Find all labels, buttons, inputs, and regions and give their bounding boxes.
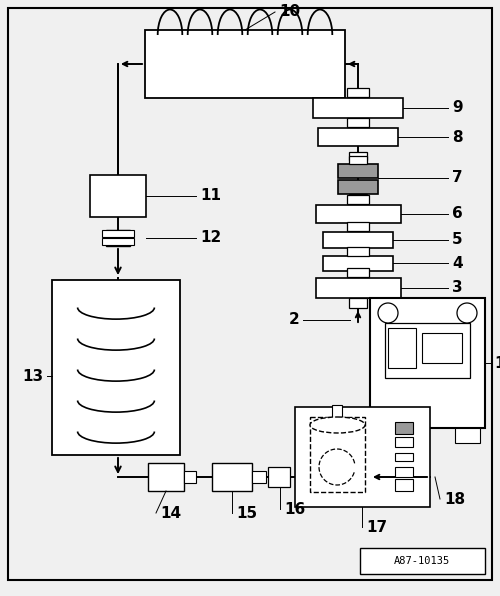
Bar [338,164,378,178]
Bar [332,405,342,417]
Bar [148,463,184,491]
Bar [102,238,134,245]
Text: 2: 2 [288,312,299,327]
Bar [347,268,369,277]
Bar [106,230,130,246]
Text: 3: 3 [452,281,462,296]
Circle shape [457,303,477,323]
Bar [347,195,369,204]
Bar [375,428,400,443]
Bar [52,280,180,455]
Text: 8: 8 [452,129,462,144]
Text: 14: 14 [160,505,181,520]
Bar [422,333,462,363]
Text: 1: 1 [494,355,500,371]
Text: 4: 4 [452,256,462,271]
Bar [455,428,480,443]
Text: 9: 9 [452,101,462,116]
Bar [316,205,401,223]
Bar [347,88,369,97]
Text: 13: 13 [22,369,43,384]
Text: 12: 12 [200,231,221,246]
Text: 17: 17 [366,520,387,535]
Bar [349,194,367,202]
Bar [316,278,401,298]
Bar [370,298,485,428]
Circle shape [378,303,398,323]
Bar [313,98,403,118]
Text: 18: 18 [444,492,465,507]
Bar [323,256,393,271]
Bar [360,548,485,574]
Bar [388,328,416,368]
Bar [395,437,413,447]
Ellipse shape [310,417,365,433]
Bar [349,152,367,160]
Bar [318,128,398,146]
Bar [347,222,369,231]
Text: A87-10135: A87-10135 [394,556,450,566]
Bar [252,471,266,483]
Bar [90,175,146,217]
Bar [395,422,413,434]
Bar [347,118,369,127]
Text: 10: 10 [279,5,300,20]
Text: 5: 5 [452,232,462,247]
Bar [347,247,369,256]
Bar [349,298,367,308]
Bar [268,467,290,487]
Bar [184,471,196,483]
Text: 15: 15 [236,505,257,520]
Bar [395,453,413,461]
Text: 6: 6 [452,206,463,222]
Bar [338,180,378,194]
Bar [145,30,345,98]
Bar [295,407,430,507]
Text: 7: 7 [452,170,462,185]
Bar [102,230,134,237]
Bar [323,232,393,248]
Bar [310,417,365,492]
Bar [212,463,252,491]
Bar [395,467,413,477]
Bar [385,323,470,378]
Bar [349,156,367,164]
Text: 11: 11 [200,188,221,203]
Text: 16: 16 [284,501,305,517]
Bar [395,479,413,491]
